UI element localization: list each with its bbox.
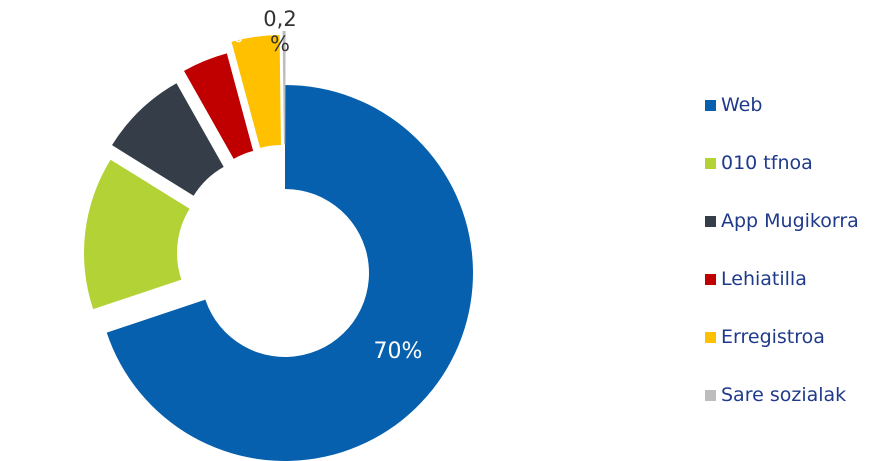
data-label-web: 70% [374, 339, 423, 364]
legend-swatch-web [705, 99, 716, 111]
donut-slices [84, 30, 473, 461]
slice-erregistroa [231, 35, 281, 148]
legend-item-010-tfnoa: 010 tfnoa [705, 134, 859, 192]
data-label-lehiatilla: 4% [159, 48, 194, 73]
legend-label-sare-sozialak: Sare sozialak [721, 384, 847, 406]
slice-lehiatilla [184, 53, 254, 159]
legend: Web 010 tfnoa App Mugikorra Lehiatilla E… [705, 76, 859, 424]
legend-swatch-app-mugikorra [705, 215, 716, 227]
legend-label-erregistroa: Erregistroa [721, 326, 825, 348]
legend-item-app-mugikorra: App Mugikorra [705, 192, 859, 250]
legend-label-010-tfnoa: 010 tfnoa [721, 152, 813, 174]
legend-label-lehiatilla: Lehiatilla [721, 268, 807, 290]
slice-sare-sozialak [282, 30, 286, 145]
legend-item-sare-sozialak: Sare sozialak [705, 366, 859, 424]
legend-swatch-sare-sozialak [705, 389, 716, 401]
slice-010-tfnoa [84, 159, 190, 310]
legend-swatch-010-tfnoa [705, 157, 716, 169]
data-labels: 70% 14% 8% 4% 4% 0,2% [36, 7, 423, 364]
legend-item-erregistroa: Erregistroa [705, 308, 859, 366]
data-label-010-tfnoa: 14% [36, 208, 85, 233]
legend-swatch-lehiatilla [705, 273, 716, 285]
data-label-erregistroa: 4% [209, 23, 244, 48]
legend-item-web: Web [705, 76, 859, 134]
slice-app-mugikorra [112, 83, 224, 196]
data-label-app-mugikorra: 8% [101, 97, 136, 122]
data-label-sare-sozialak: 0,2% [263, 7, 296, 56]
slice-web [106, 85, 473, 461]
legend-label-web: Web [721, 94, 763, 116]
legend-label-app-mugikorra: App Mugikorra [721, 210, 859, 232]
legend-swatch-erregistroa [705, 331, 716, 343]
legend-item-lehiatilla: Lehiatilla [705, 250, 859, 308]
